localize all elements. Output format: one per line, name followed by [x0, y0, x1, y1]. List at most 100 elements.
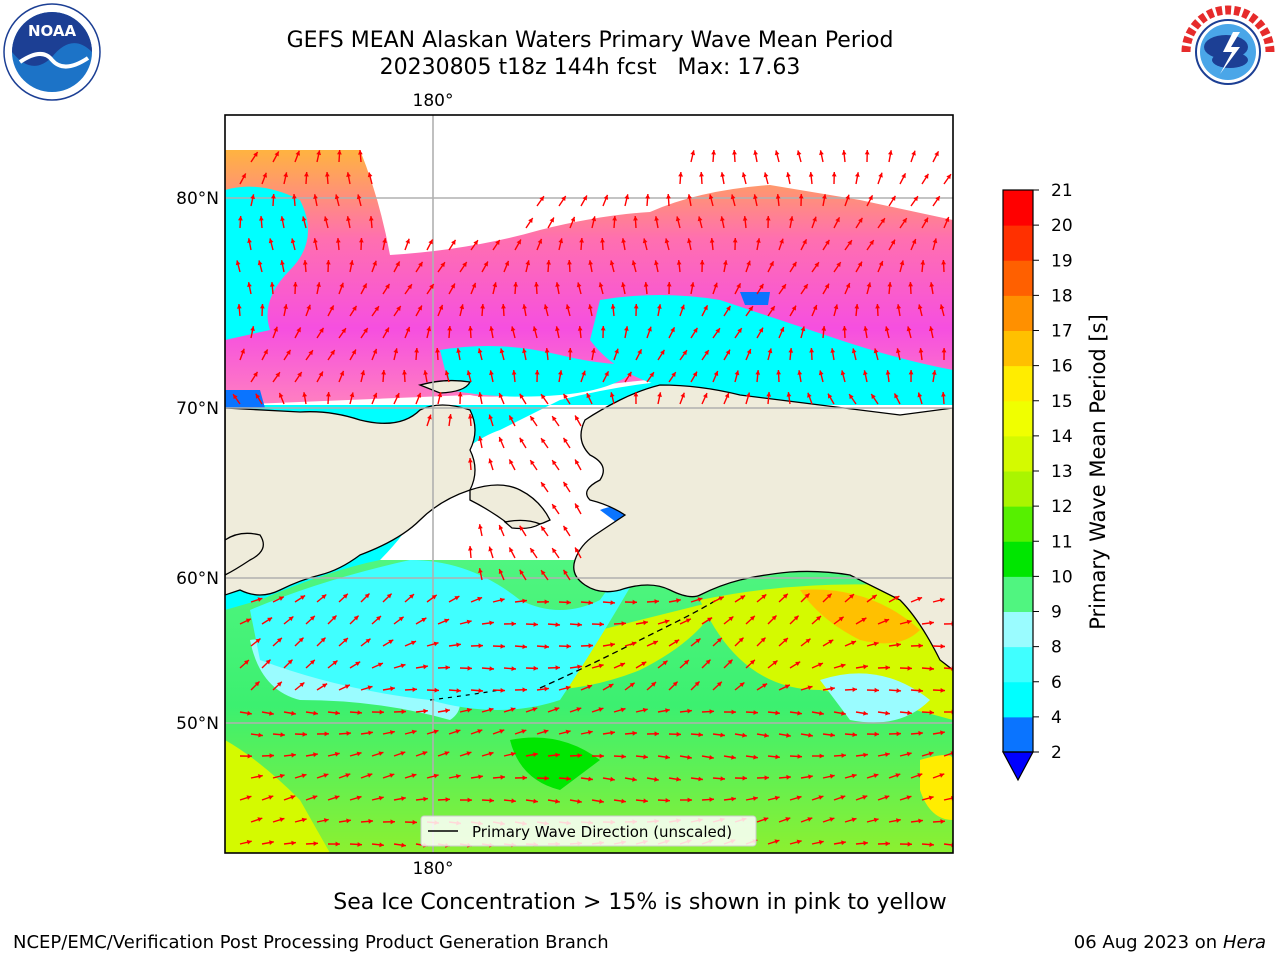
wave-arrow-head [334, 751, 340, 757]
wave-arrow-head [825, 239, 830, 245]
wave-arrow-head [412, 687, 417, 692]
wave-arrow-head [708, 194, 714, 200]
wave-arrow-head [609, 392, 615, 398]
wave-arrow-head [539, 196, 544, 202]
wave-arrow-head [579, 238, 584, 243]
wave-arrow-head [577, 622, 582, 627]
wave-arrow-head [319, 327, 324, 333]
wave-arrow-head [533, 665, 538, 671]
colorbar-segment [1003, 190, 1033, 226]
wave-arrow-head [732, 150, 737, 155]
wave-arrow-head [786, 774, 791, 780]
wave-arrow-head [255, 393, 261, 399]
wave-arrow-head [447, 326, 452, 331]
wave-arrow-head [633, 392, 639, 397]
wave-arrow-head [414, 348, 419, 353]
wave-arrow-head [468, 414, 473, 419]
wave-arrow-head [566, 600, 571, 605]
wave-arrow-head [740, 595, 746, 600]
wave-arrow-head [241, 173, 246, 179]
wave-arrow-head [939, 304, 945, 310]
colorbar-segment [1003, 225, 1033, 261]
wave-arrow-head [437, 392, 443, 398]
wave-arrow-head [405, 238, 410, 244]
wave-arrow-head [895, 773, 901, 778]
wave-arrow-head [346, 216, 351, 221]
wave-arrow-head [704, 350, 709, 355]
wave-arrow-head [899, 260, 905, 266]
wave-arrow-head [477, 348, 483, 354]
wave-arrow-head [703, 305, 708, 311]
wave-arrow-head [576, 707, 582, 712]
footer-date: 06 Aug 2023 on Hera [1074, 932, 1266, 953]
wave-arrow-head [871, 594, 877, 600]
wave-arrow-head [614, 348, 619, 354]
wave-arrow-head [845, 283, 851, 288]
wave-arrow-head [575, 415, 580, 421]
lat-label-50n: 50°N [176, 714, 219, 734]
wave-arrow-head [544, 644, 549, 649]
wave-arrow-head [274, 151, 279, 157]
wave-arrow-head [552, 460, 557, 466]
wave-arrow-head [478, 568, 483, 573]
wave-arrow-head [555, 752, 560, 758]
wave-arrow-head [257, 260, 263, 266]
wave-arrow-head [802, 239, 807, 245]
wave-arrow-head [456, 642, 461, 648]
wave-arrow-head [329, 305, 334, 311]
wave-arrow-head [344, 684, 350, 689]
colorbar-tick-label: 15 [1051, 392, 1073, 412]
wave-arrow-head [864, 150, 870, 155]
wave-arrow-head [666, 194, 671, 199]
wave-arrow-head [709, 709, 714, 714]
wave-arrow-head [765, 216, 771, 221]
wave-arrow-head [247, 282, 252, 287]
wave-arrow-head [885, 752, 890, 757]
wave-arrow-head [783, 638, 788, 643]
wave-arrow-head [643, 798, 648, 804]
wave-arrow-head [742, 775, 747, 781]
wave-arrow-head [750, 615, 755, 621]
wave-arrow-head [873, 773, 879, 778]
wave-arrow-head [713, 371, 719, 376]
wave-arrow-head [473, 240, 478, 246]
wave-arrow-head [591, 216, 597, 222]
wave-arrow-head [291, 752, 296, 758]
wave-arrow-head [488, 707, 494, 713]
colorbar-tick-label: 17 [1051, 322, 1073, 342]
wave-arrow-head [378, 795, 384, 801]
wave-arrow-head [401, 796, 406, 801]
wave-arrow-head [510, 751, 516, 757]
wave-arrow-head [323, 818, 329, 823]
wave-arrow-head [301, 773, 307, 779]
wave-arrow-head [280, 732, 285, 738]
wave-arrow-head [715, 328, 720, 334]
colorbar: 2 4 6 8 9 10 11 12 13 14 15 16 17 18 19 20 21 [1001, 181, 1073, 782]
wave-arrow-head [530, 460, 535, 465]
wave-arrow-head [367, 172, 373, 178]
wave-arrow-head [337, 150, 342, 155]
wave-arrow-head [766, 392, 772, 397]
wave-arrow-head [478, 436, 483, 441]
wave-arrow-head [685, 618, 691, 623]
wave-arrow-head [654, 776, 659, 782]
wave-arrow-head [862, 795, 868, 800]
wave-arrow-head [563, 569, 568, 575]
wave-arrow-head [325, 172, 330, 177]
wave-arrow-head [566, 776, 571, 781]
wave-arrow-head [849, 394, 854, 400]
wave-arrow-head [828, 639, 834, 645]
wave-arrow-head [489, 370, 494, 376]
wave-arrow-head [641, 661, 647, 667]
wave-arrow-head [326, 260, 331, 265]
wave-arrow-head [488, 546, 493, 552]
wave-arrow-head [304, 172, 309, 177]
wave-arrow-head [533, 798, 538, 804]
wave-arrow-head [753, 150, 758, 155]
wave-arrow-head [621, 798, 626, 804]
wave-arrow-head [563, 481, 568, 487]
wave-arrow-head [280, 216, 285, 221]
wave-arrow-head [364, 593, 370, 599]
wave-arrow-head [880, 218, 885, 224]
lon-label-top: 180° [413, 91, 454, 111]
